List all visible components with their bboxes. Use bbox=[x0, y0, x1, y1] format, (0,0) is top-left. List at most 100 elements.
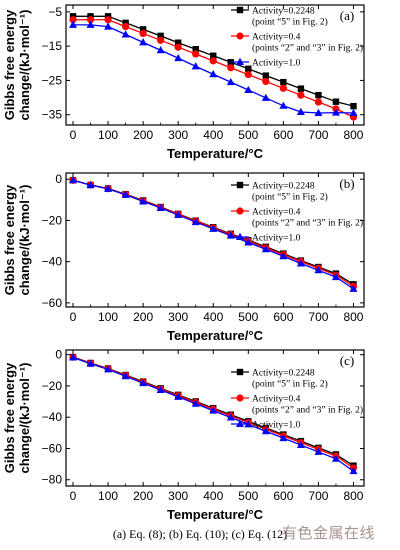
x-tick-label: 200 bbox=[133, 310, 153, 324]
series-line-2 bbox=[73, 19, 354, 118]
legend-label: Activity=1.0 bbox=[252, 421, 301, 431]
data-point-square bbox=[139, 26, 147, 33]
data-point-circle bbox=[279, 84, 287, 92]
legend-label: (point “5” in Fig. 2) bbox=[252, 192, 328, 203]
data-point-triangle bbox=[349, 284, 358, 292]
x-axis-title: Temperature/°C bbox=[167, 146, 264, 161]
data-point-circle bbox=[192, 50, 200, 58]
y-axis-title-line2: change/(kJ·mol⁻¹) bbox=[17, 10, 32, 121]
data-point-triangle bbox=[191, 399, 200, 407]
data-point-triangle bbox=[86, 359, 95, 367]
x-tick-label: 100 bbox=[98, 128, 118, 142]
data-point-triangle bbox=[226, 77, 235, 86]
legend-marker-circle bbox=[236, 207, 244, 215]
y-tick-label: 0 bbox=[55, 348, 62, 362]
y-axis-title-line2: change/(kJ·mol⁻¹) bbox=[17, 185, 32, 296]
data-point-triangle bbox=[331, 272, 340, 281]
data-point-circle bbox=[122, 23, 130, 31]
data-point-circle bbox=[244, 71, 252, 79]
plot-frame-2 bbox=[65, 172, 365, 308]
data-point-triangle bbox=[279, 433, 288, 442]
data-point-triangle bbox=[314, 108, 323, 116]
data-point-triangle bbox=[244, 238, 253, 246]
chart-panel-3: 0 100 200 300 400 500 600 700 800 0 −20 −40 −60 −80 Te… bbox=[2, 348, 365, 522]
chart-panel-2: 0 100 200 300 400 500 600 700 800 0 −20 −40 −60 Tempe… bbox=[2, 172, 365, 343]
data-point-triangle bbox=[69, 353, 78, 361]
data-point-triangle bbox=[139, 378, 148, 387]
data-point-triangle bbox=[104, 22, 113, 30]
x-tick-label: 400 bbox=[203, 489, 223, 503]
data-point-triangle bbox=[209, 406, 218, 414]
data-point-triangle bbox=[349, 466, 358, 475]
x-tick-label: 0 bbox=[70, 489, 77, 503]
legend-label: (points “2” and “3” in Fig. 2) bbox=[252, 43, 363, 54]
y-tick-label: −40 bbox=[42, 410, 63, 424]
y-tick-label: −20 bbox=[42, 379, 63, 393]
x-tick-label: 300 bbox=[168, 310, 188, 324]
data-point-triangle bbox=[296, 440, 305, 449]
data-point-circle bbox=[262, 77, 270, 86]
panel-tag: (a) bbox=[340, 8, 354, 23]
x-tick-label: 300 bbox=[168, 489, 188, 503]
data-point-triangle bbox=[139, 38, 148, 46]
legend-label: Activity=0.2248 bbox=[252, 7, 315, 17]
data-point-triangle bbox=[314, 266, 323, 274]
data-point-triangle bbox=[104, 184, 113, 192]
legend-marker-triangle bbox=[236, 232, 244, 240]
x-tick-label: 600 bbox=[273, 489, 293, 503]
legend-label: Activity=0.4 bbox=[252, 208, 301, 218]
data-point-triangle bbox=[261, 93, 270, 101]
plot-frame-3 bbox=[65, 349, 365, 487]
legend-marker-triangle bbox=[236, 419, 244, 427]
legend-label: (point “5” in Fig. 2) bbox=[252, 379, 328, 390]
x-axis-title: Temperature/°C bbox=[167, 507, 264, 522]
x-tick-label: 600 bbox=[273, 128, 293, 142]
panel-tag: (b) bbox=[339, 176, 354, 191]
data-point-triangle bbox=[139, 197, 148, 205]
data-point-circle bbox=[297, 91, 305, 99]
x-tick-label: 500 bbox=[238, 310, 258, 324]
y-tick-label: −60 bbox=[42, 441, 63, 455]
y-axis-title: Gibbs free energychange/(kJ·mol⁻¹) bbox=[2, 9, 32, 120]
y-axis-title-line1: Gibbs free energy bbox=[2, 184, 17, 295]
data-point-square bbox=[122, 19, 129, 27]
y-tick-label: −5 bbox=[48, 5, 62, 19]
data-point-circle bbox=[69, 16, 77, 24]
data-point-square bbox=[315, 91, 322, 99]
y-tick-label: −40 bbox=[42, 255, 63, 269]
x-tick-label: 400 bbox=[203, 128, 223, 142]
x-tick-label: 0 bbox=[70, 128, 77, 142]
data-point-circle bbox=[139, 29, 147, 38]
data-point-circle bbox=[227, 64, 235, 72]
x-tick-label: 0 bbox=[70, 310, 77, 324]
legend-label: Activity=0.4 bbox=[252, 33, 301, 43]
data-point-triangle bbox=[174, 392, 183, 400]
x-tick-label: 400 bbox=[203, 310, 223, 324]
legend-label: Activity=1.0 bbox=[252, 234, 301, 244]
legend-marker-square bbox=[236, 368, 244, 376]
x-tick-label: 200 bbox=[133, 489, 153, 503]
data-point-circle bbox=[314, 98, 323, 106]
legend-label: Activity=0.4 bbox=[252, 395, 301, 405]
figure-caption: (a) Eq. (8); (b) Eq. (10); (c) Eq. (12) bbox=[112, 527, 288, 541]
data-point-triangle bbox=[191, 217, 200, 226]
data-point-triangle bbox=[349, 108, 358, 116]
x-tick-label: 500 bbox=[238, 128, 258, 142]
data-point-circle bbox=[157, 36, 165, 44]
data-point-triangle bbox=[156, 203, 165, 212]
x-tick-label: 100 bbox=[98, 310, 118, 324]
data-point-triangle bbox=[174, 210, 183, 219]
data-point-triangle bbox=[261, 427, 270, 435]
x-tick-label: 800 bbox=[343, 489, 363, 503]
legend-marker-triangle bbox=[236, 57, 244, 65]
legend-label: (point “5” in Fig. 2) bbox=[252, 17, 328, 28]
x-tick-label: 700 bbox=[308, 489, 328, 503]
y-axis-title-line1: Gibbs free energy bbox=[2, 362, 17, 473]
y-axis-title: Gibbs free energychange/(kJ·mol⁻¹) bbox=[2, 184, 32, 295]
x-tick-label: 800 bbox=[343, 128, 363, 142]
data-point-circle bbox=[174, 43, 182, 51]
y-axis-title-line1: Gibbs free energy bbox=[2, 9, 17, 120]
data-point-triangle bbox=[86, 180, 95, 189]
data-point-triangle bbox=[331, 108, 340, 116]
